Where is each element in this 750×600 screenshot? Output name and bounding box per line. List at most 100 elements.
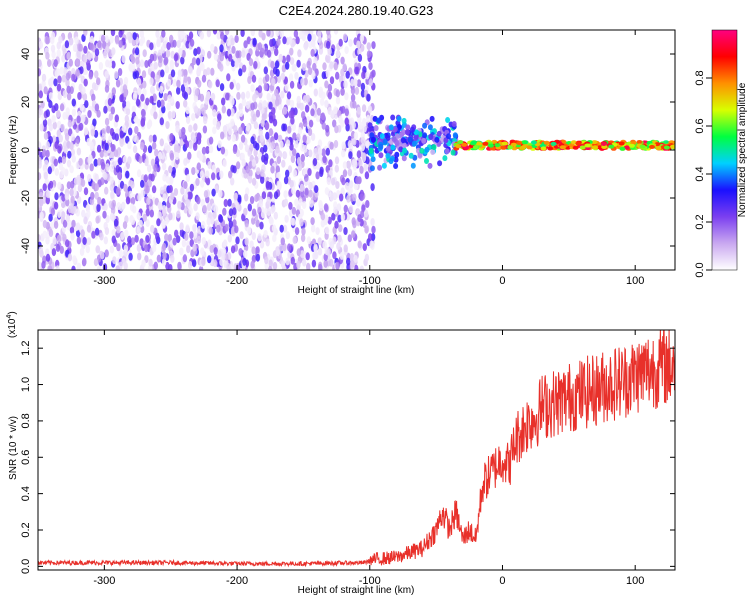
heatmap-cell <box>230 118 235 127</box>
heatmap-cell <box>50 31 56 40</box>
heatmap-cell <box>333 140 339 148</box>
heatmap-cell <box>361 152 367 161</box>
heatmap-cell <box>114 71 119 79</box>
heatmap-cell <box>54 141 59 150</box>
heatmap-cell <box>300 250 305 259</box>
heatmap-cell <box>291 206 297 215</box>
heatmap-cell <box>259 240 265 249</box>
heatmap-cell <box>260 47 265 56</box>
heatmap-cell <box>424 158 429 164</box>
heatmap-cell <box>286 91 292 100</box>
heatmap-cell <box>321 91 326 100</box>
heatmap-cell <box>65 239 70 248</box>
heatmap-cell <box>224 223 229 232</box>
heatmap-cell <box>142 80 147 89</box>
heatmap-cell <box>42 119 48 127</box>
heatmap-cell <box>254 194 259 203</box>
heatmap-cell <box>451 121 457 127</box>
heatmap-cell <box>189 38 195 47</box>
heatmap-cell <box>385 145 391 152</box>
heatmap-cell <box>398 146 404 153</box>
heatmap-cell <box>96 77 101 86</box>
heatmap-cell <box>208 226 213 235</box>
heatmap-cell <box>346 161 351 169</box>
heatmap-cell <box>257 85 263 94</box>
colorbar-tick-label: 0.8 <box>694 70 706 85</box>
heatmap-cell <box>343 204 348 213</box>
heatmap-cell <box>238 103 243 111</box>
heatmap-cell <box>124 229 129 238</box>
heatmap-cell <box>232 219 237 228</box>
heatmap-cell <box>159 85 164 94</box>
heatmap-cell <box>266 30 271 37</box>
heatmap-cell <box>111 235 117 244</box>
heatmap-cell <box>208 80 213 89</box>
heatmap-cell <box>201 107 206 116</box>
heatmap-cell <box>140 93 145 102</box>
heatmap-cell <box>311 259 317 268</box>
heatmap-cell <box>317 30 322 38</box>
heatmap-cell <box>281 123 286 132</box>
heatmap-cell <box>261 113 266 122</box>
heatmap-cell <box>125 107 131 116</box>
heatmap-cell <box>128 190 133 199</box>
heatmap-cell <box>54 167 59 176</box>
heatmap-cell <box>287 125 292 134</box>
heatmap-cell <box>83 78 88 87</box>
heatmap-cell <box>394 151 400 158</box>
heatmap-cell <box>194 88 200 97</box>
heatmap-cell <box>45 36 50 45</box>
heatmap-cell <box>350 260 355 268</box>
heatmap-cell <box>161 105 166 114</box>
heatmap-cell <box>148 258 153 267</box>
heatmap-cell <box>192 135 197 144</box>
heatmap-cell <box>231 45 236 54</box>
heatmap-cell <box>220 31 225 40</box>
heatmap-cell <box>184 140 189 149</box>
heatmap-cell <box>87 173 92 182</box>
heatmap-cell <box>356 198 361 207</box>
heatmap-cell <box>171 110 176 119</box>
heatmap-cell <box>155 232 160 241</box>
heatmap-cell <box>185 198 191 207</box>
heatmap-cell <box>226 38 231 47</box>
heatmap-cell <box>337 214 342 223</box>
heatmap-cell <box>176 86 181 95</box>
heatmap-cell <box>103 172 108 181</box>
heatmap-cell <box>144 244 149 253</box>
heatmap-cell <box>104 117 110 126</box>
heatmap-cell <box>110 206 116 215</box>
heatmap-cell <box>304 30 309 36</box>
heatmap-cell <box>192 243 197 252</box>
heatmap-cell <box>94 48 100 57</box>
heatmap-cell <box>360 82 366 91</box>
heatmap-cell <box>100 161 106 170</box>
heatmap-cell <box>210 216 215 225</box>
heatmap-cell <box>134 47 140 56</box>
heatmap-cell <box>65 107 70 116</box>
heatmap-cell <box>354 264 359 270</box>
heatmap-cell <box>276 75 282 83</box>
heatmap-cell <box>175 124 180 133</box>
heatmap-cell <box>110 158 115 167</box>
heatmap-cell <box>140 179 145 188</box>
heatmap-cell <box>86 237 92 246</box>
heatmap-cell <box>169 176 174 184</box>
heatmap-cell <box>250 30 256 36</box>
heatmap-cell <box>332 192 338 201</box>
heatmap-cell <box>107 98 113 106</box>
heatmap-cell <box>450 149 456 156</box>
heatmap-cell <box>203 190 209 199</box>
heatmap-cell <box>251 177 257 186</box>
heatmap-cell <box>56 41 61 50</box>
heatmap-cell <box>66 159 72 168</box>
heatmap-cell <box>167 78 172 87</box>
heatmap-cell <box>263 83 268 92</box>
heatmap-cell <box>314 185 319 194</box>
heatmap-cell <box>369 240 374 249</box>
heatmap-cell <box>308 149 313 158</box>
heatmap-cell <box>394 140 400 147</box>
heatmap-cell <box>206 30 212 38</box>
